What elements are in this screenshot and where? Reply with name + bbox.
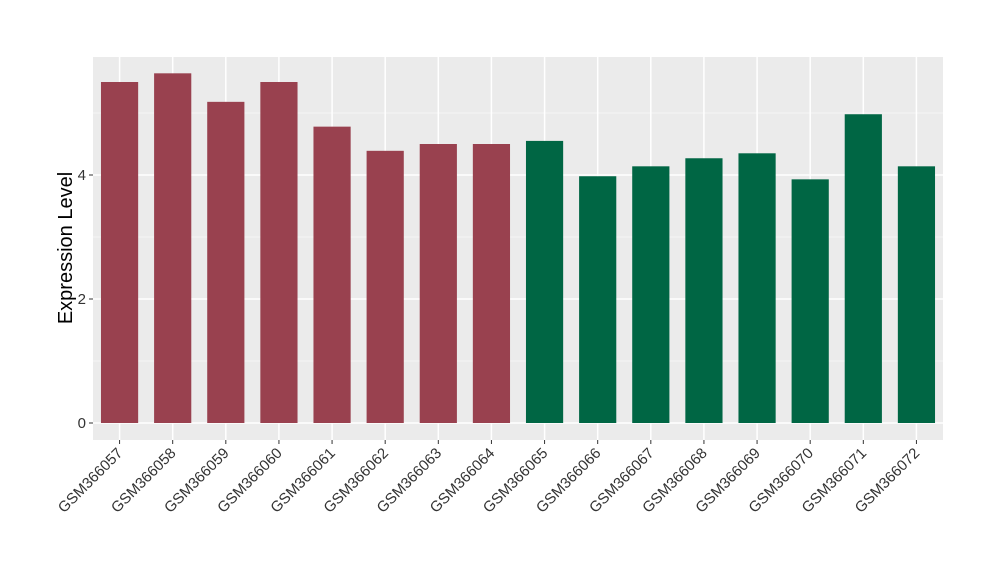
bar-GSM366063 (419, 144, 457, 423)
bar-GSM366065 (525, 140, 564, 423)
bar-GSM366070 (791, 179, 829, 423)
x-axis: GSM366057GSM366058GSM366059GSM366060GSM3… (55, 440, 923, 516)
bar-GSM366057 (100, 82, 139, 423)
y-tick-label: 2 (78, 291, 86, 308)
bars (100, 73, 936, 424)
bar-GSM366066 (579, 176, 617, 423)
bar-GSM366059 (207, 101, 245, 423)
bar-GSM366071 (844, 114, 882, 424)
bar-GSM366061 (313, 126, 351, 423)
bar-GSM366058 (154, 73, 192, 423)
y-tick-label: 0 (78, 415, 86, 432)
bar-GSM366060 (260, 82, 298, 423)
bar-GSM366068 (685, 158, 723, 423)
bar-GSM366062 (366, 150, 404, 423)
bar-GSM366067 (632, 166, 670, 423)
y-axis-title: Expression Level (55, 172, 77, 324)
y-axis: 0 2 4 (78, 167, 93, 432)
bar-GSM366069 (738, 153, 776, 424)
bar-GSM366064 (472, 144, 511, 423)
y-tick-label: 4 (78, 167, 86, 184)
bar-GSM366072 (897, 166, 936, 423)
